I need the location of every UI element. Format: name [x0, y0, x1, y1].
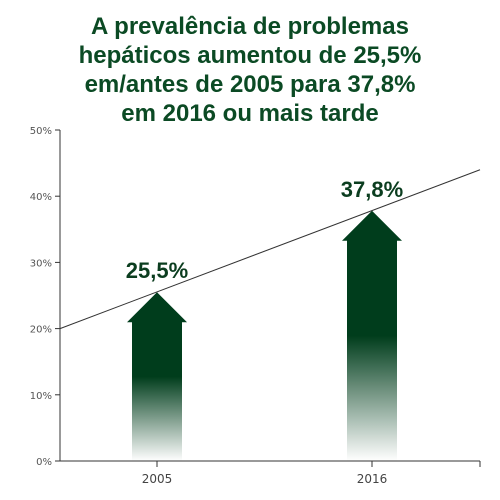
chart-title: A prevalência de problemas hepáticos aum… [0, 12, 500, 128]
y-tick-label: 20% [30, 325, 52, 336]
chart-title-line-4: em 2016 ou mais tarde [121, 100, 379, 127]
bar-2016 [342, 210, 402, 461]
y-tick-label: 50% [30, 126, 52, 137]
y-tick-label: 30% [30, 258, 52, 269]
chart-title-line-1: A prevalência de problemas [91, 13, 409, 40]
trend-line [59, 169, 481, 330]
data-label-2005: 25,5% [126, 258, 188, 283]
data-label-2016: 37,8% [341, 177, 403, 202]
y-tick-label: 10% [30, 391, 52, 402]
chart-title-line-2: hepáticos aumentou de 25,5% [78, 42, 422, 69]
y-tick-label: 40% [30, 192, 52, 203]
chart-title-line-3: em/antes de 2005 para 37,8% [84, 71, 416, 98]
x-tick-label: 2016 [357, 472, 388, 486]
x-tick-label: 2005 [142, 472, 173, 486]
bar-2005 [127, 292, 187, 461]
y-tick-label: 0% [36, 457, 52, 468]
